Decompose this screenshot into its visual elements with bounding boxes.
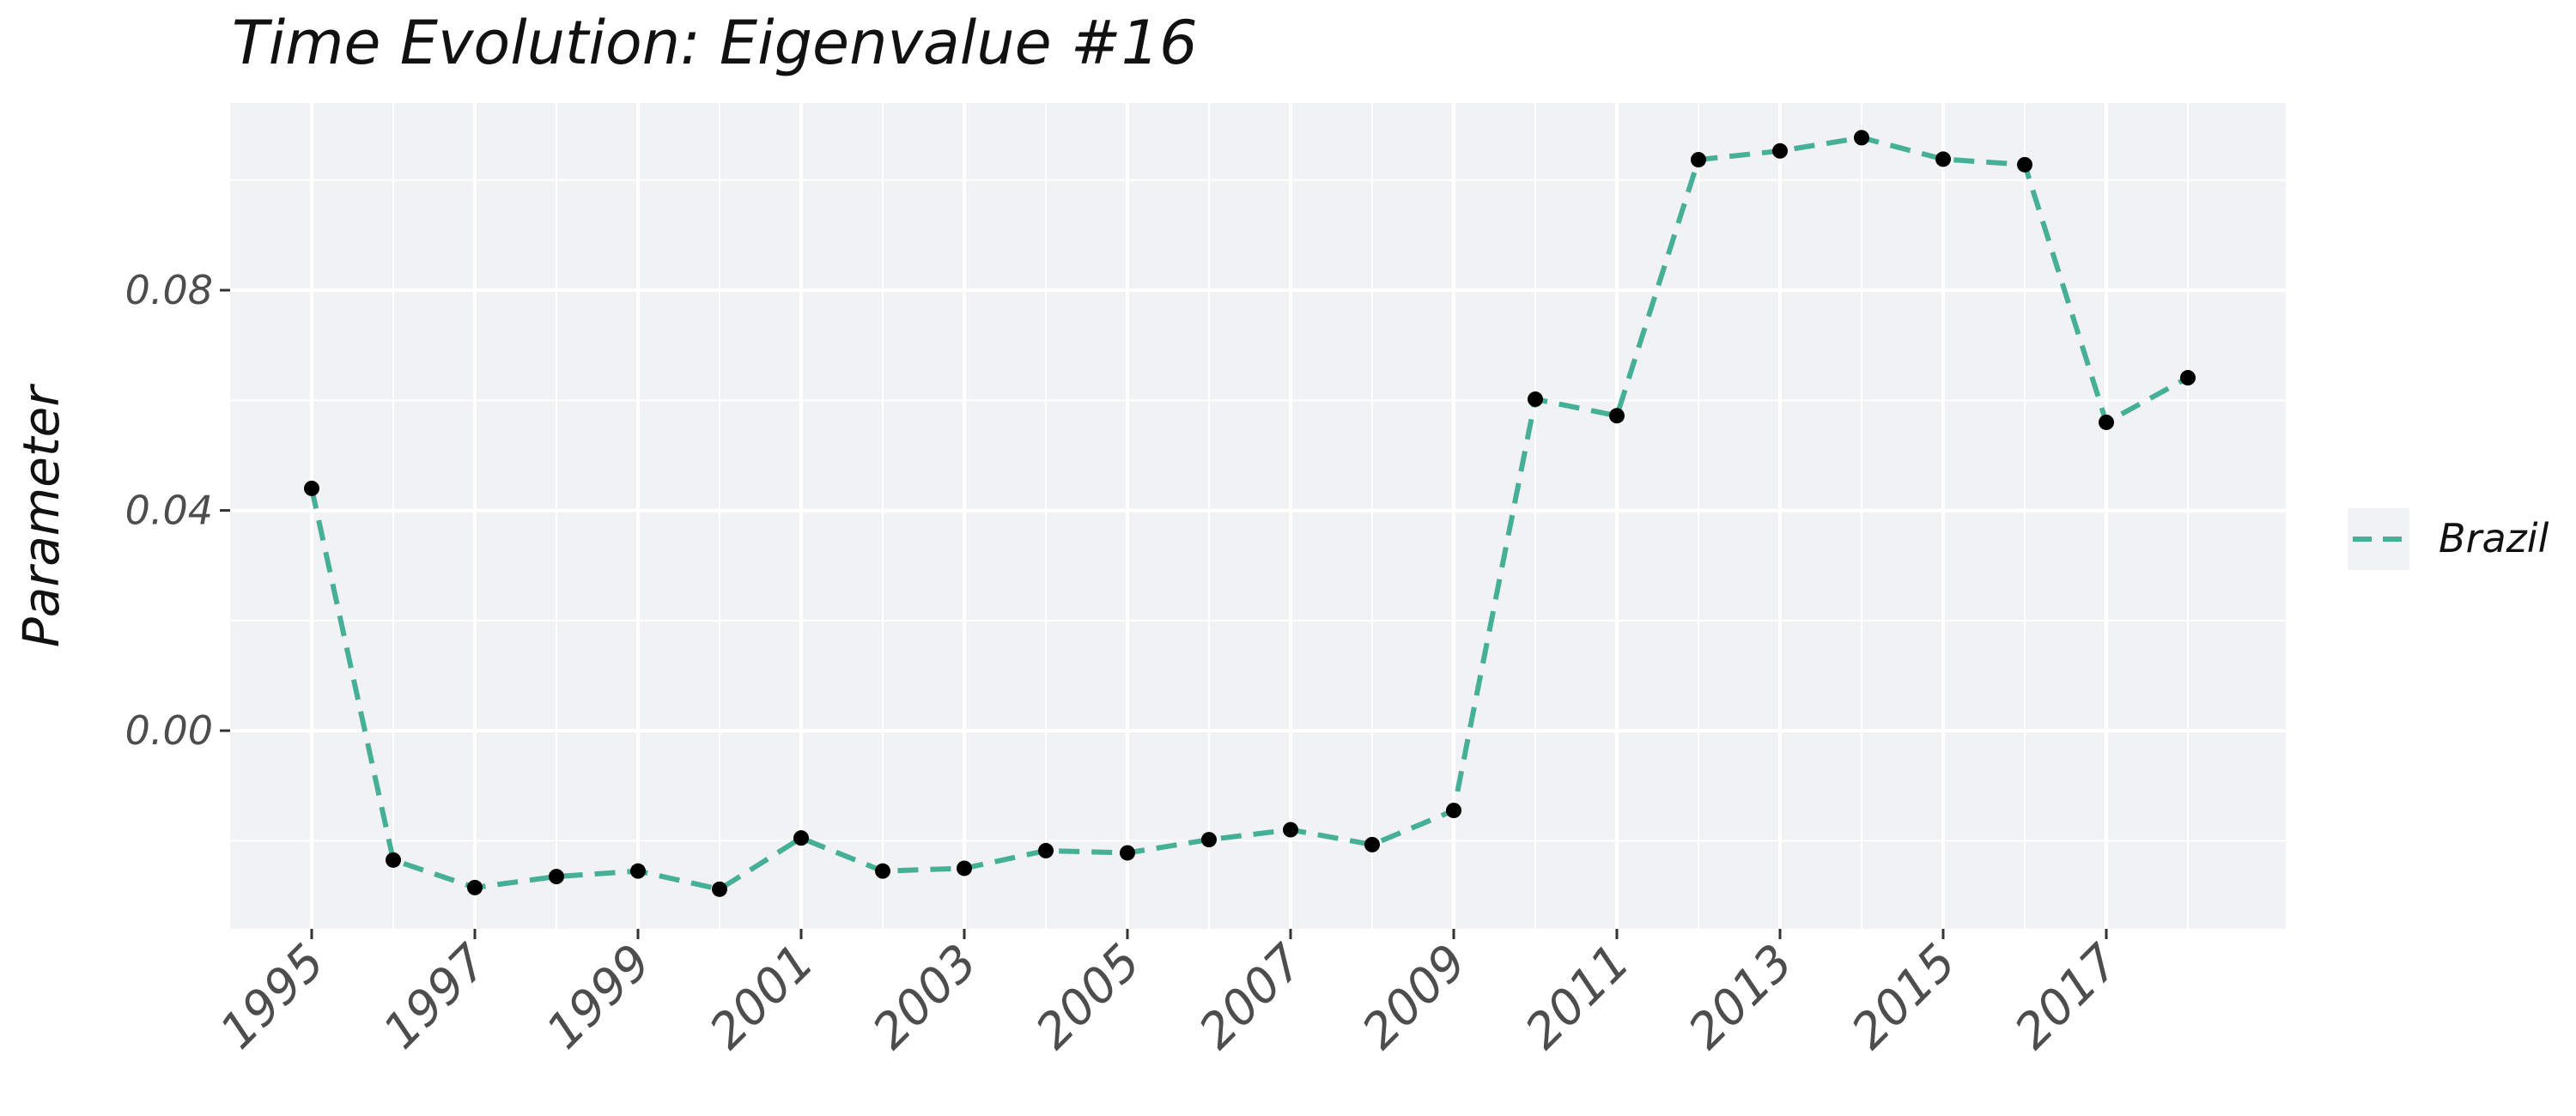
data-point: [2099, 414, 2114, 430]
x-tick-label: 2011: [1515, 934, 1641, 1060]
data-point: [1120, 845, 1135, 861]
series-line: [309, 135, 2190, 892]
x-tick-label: 2013: [1678, 934, 1804, 1060]
data-point: [1691, 152, 1706, 168]
y-axis-label: Parameter: [12, 384, 70, 648]
x-tick-label: 2001: [699, 934, 825, 1060]
x-tick-label: 2007: [1188, 934, 1315, 1060]
data-point: [1772, 143, 1788, 159]
data-point: [2180, 370, 2196, 386]
data-point: [630, 863, 646, 879]
grid-lines: [230, 103, 2286, 929]
data-point: [1201, 832, 1217, 848]
data-point: [1038, 842, 1054, 858]
data-point: [304, 480, 319, 496]
data-point: [712, 881, 727, 897]
y-tick-label: 0.00: [125, 707, 213, 754]
x-tick-label: 2015: [1841, 934, 1967, 1060]
data-point: [1854, 130, 1869, 146]
data-point: [957, 860, 972, 876]
data-point: [1364, 836, 1380, 852]
data-point: [549, 869, 564, 885]
x-tick-label: 1999: [536, 934, 662, 1060]
x-tick-label: 1995: [210, 934, 336, 1060]
data-point: [1528, 391, 1543, 408]
x-tick-label: 2009: [1352, 934, 1478, 1060]
series-brazil: [304, 130, 2196, 897]
data-point: [793, 830, 809, 846]
data-point: [467, 879, 483, 895]
x-tick-label: 2005: [1025, 934, 1151, 1060]
plot-panel: [230, 103, 2286, 929]
data-point: [1446, 803, 1461, 819]
y-tick-label: 0.04: [125, 488, 213, 534]
x-tick-label: 2003: [862, 934, 988, 1060]
data-point: [386, 852, 401, 868]
x-tick-label: 1997: [373, 934, 499, 1060]
data-point: [875, 863, 890, 879]
x-tick-label: 2017: [2004, 934, 2130, 1060]
data-point: [1935, 151, 1951, 167]
legend-label-brazil: Brazil: [2439, 515, 2549, 561]
data-point: [1283, 822, 1298, 838]
data-point: [2017, 156, 2032, 173]
chart-title: Time Evolution: Eigenvalue #16: [232, 8, 1198, 78]
data-point: [1609, 408, 1625, 424]
y-tick-label: 0.08: [125, 267, 213, 313]
legend: Brazil: [2348, 508, 2549, 570]
